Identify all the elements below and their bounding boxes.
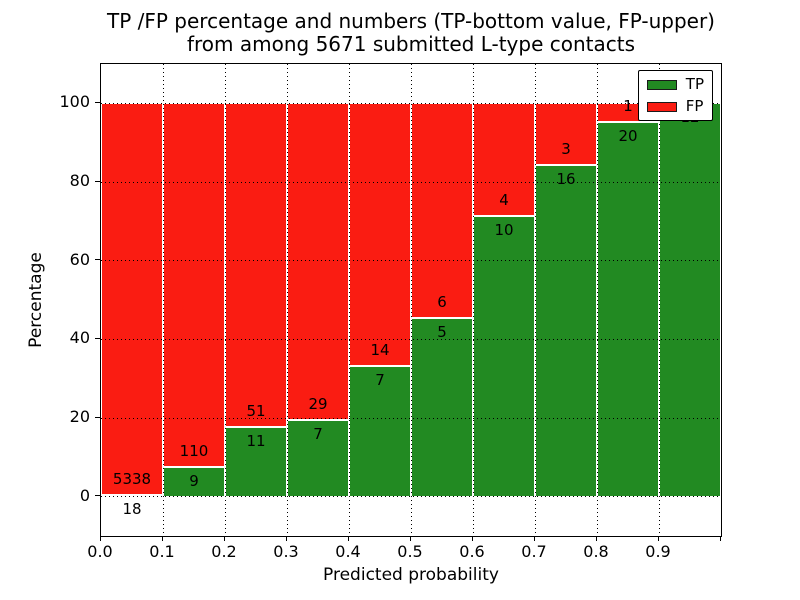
vertical-gridline bbox=[658, 64, 660, 536]
y-tick-mark bbox=[95, 337, 100, 339]
chart-title-line2: from among 5671 submitted L-type contact… bbox=[186, 32, 636, 56]
bar-count-label-tp: 9 bbox=[189, 471, 199, 490]
y-tick-label: 60 bbox=[69, 249, 90, 269]
legend-label-tp: TP bbox=[685, 75, 704, 93]
x-tick-label: 0.4 bbox=[335, 542, 361, 561]
x-tick-mark bbox=[99, 536, 101, 541]
legend-entry-tp: TP bbox=[646, 75, 704, 93]
x-tick-mark bbox=[409, 536, 411, 541]
legend-label-fp: FP bbox=[685, 97, 704, 115]
bar-count-label-fp: 1 bbox=[623, 97, 633, 116]
vertical-gridline bbox=[162, 64, 164, 536]
y-tick-mark bbox=[95, 259, 100, 261]
bar-count-label-fp: 51 bbox=[246, 401, 266, 420]
bar-segment-fp bbox=[349, 103, 411, 366]
x-tick-label: 0.8 bbox=[583, 542, 609, 561]
bar-segment-tp bbox=[659, 103, 721, 497]
bar-segment-fp bbox=[101, 103, 163, 496]
y-tick-mark bbox=[95, 180, 100, 182]
legend-entry-fp: FP bbox=[646, 97, 704, 115]
x-tick-mark bbox=[595, 536, 597, 541]
x-tick-label: 0.5 bbox=[397, 542, 423, 561]
bar-count-label-fp: 29 bbox=[308, 395, 328, 414]
bar-count-label-tp: 7 bbox=[313, 425, 323, 444]
x-tick-mark bbox=[471, 536, 473, 541]
y-tick-label: 40 bbox=[69, 328, 90, 348]
x-tick-label: 0.1 bbox=[149, 542, 175, 561]
chart-title-line1: TP /FP percentage and numbers (TP-bottom… bbox=[107, 9, 715, 33]
y-tick-label: 100 bbox=[59, 92, 90, 112]
bar-segment-tp bbox=[349, 365, 411, 497]
y-tick-label: 0 bbox=[79, 485, 90, 505]
bar-segment-tp bbox=[411, 317, 473, 497]
bar-segment-fp bbox=[411, 103, 473, 318]
bar-count-label-tp: 20 bbox=[618, 127, 638, 146]
x-tick-mark bbox=[347, 536, 349, 541]
x-tick-mark bbox=[161, 536, 163, 541]
vertical-gridline bbox=[410, 64, 412, 536]
bar-count-label-tp: 18 bbox=[122, 500, 142, 519]
bar-count-label-fp: 110 bbox=[179, 441, 209, 460]
x-axis-label: Predicted probability bbox=[323, 565, 499, 585]
vertical-gridline bbox=[348, 64, 350, 536]
x-tick-mark bbox=[223, 536, 225, 541]
x-tick-mark bbox=[533, 536, 535, 541]
vertical-gridline bbox=[534, 64, 536, 536]
bar-count-label-tp: 11 bbox=[246, 431, 266, 450]
vertical-gridline bbox=[472, 64, 474, 536]
bar-segment-tp bbox=[535, 165, 597, 497]
y-tick-label: 80 bbox=[69, 171, 90, 190]
y-tick-mark bbox=[95, 416, 100, 418]
bar-segment-tp bbox=[287, 420, 349, 497]
bar-segment-fp bbox=[473, 103, 535, 216]
x-tick-mark bbox=[657, 536, 659, 541]
bar-count-label-fp: 14 bbox=[370, 340, 390, 359]
y-tick-mark bbox=[95, 101, 100, 103]
chart-title: TP /FP percentage and numbers (TP-bottom… bbox=[100, 10, 722, 56]
tp-color-swatch-icon bbox=[646, 79, 677, 90]
y-tick-label: 20 bbox=[69, 407, 90, 426]
bar-count-label-fp: 6 bbox=[437, 292, 447, 311]
bar-count-label-fp: 5338 bbox=[112, 470, 152, 489]
x-tick-label: 0.7 bbox=[521, 542, 547, 561]
bar-count-label-tp: 5 bbox=[437, 322, 447, 341]
vertical-gridline bbox=[224, 64, 226, 536]
bar-segment-tp bbox=[597, 122, 659, 497]
x-tick-label: 0.3 bbox=[273, 542, 299, 561]
bar-count-label-fp: 3 bbox=[561, 140, 571, 159]
bar-count-label-tp: 16 bbox=[556, 170, 576, 189]
bar-segment-fp bbox=[163, 103, 225, 467]
bar-segment-fp bbox=[535, 103, 597, 166]
bar-segment-fp bbox=[287, 103, 349, 421]
plot-area: 533818110951112971476541031612012 TP FP bbox=[100, 63, 722, 537]
vertical-gridline bbox=[286, 64, 288, 536]
vertical-gridline bbox=[596, 64, 598, 536]
y-tick-mark bbox=[95, 495, 100, 497]
legend: TP FP bbox=[637, 70, 713, 121]
bar-segment-fp bbox=[225, 103, 287, 427]
x-tick-label: 0.0 bbox=[87, 542, 113, 561]
x-tick-label: 0.9 bbox=[645, 542, 671, 561]
x-tick-mark bbox=[719, 536, 721, 541]
x-tick-label: 0.6 bbox=[459, 542, 485, 561]
bar-count-label-tp: 10 bbox=[494, 220, 514, 239]
fp-color-swatch-icon bbox=[646, 101, 677, 112]
bar-count-label-fp: 4 bbox=[499, 190, 509, 209]
x-tick-mark bbox=[285, 536, 287, 541]
bar-segment-tp bbox=[473, 215, 535, 497]
bar-count-label-tp: 7 bbox=[375, 370, 385, 389]
bar-segment-tp bbox=[163, 466, 225, 497]
x-tick-label: 0.2 bbox=[211, 542, 237, 561]
